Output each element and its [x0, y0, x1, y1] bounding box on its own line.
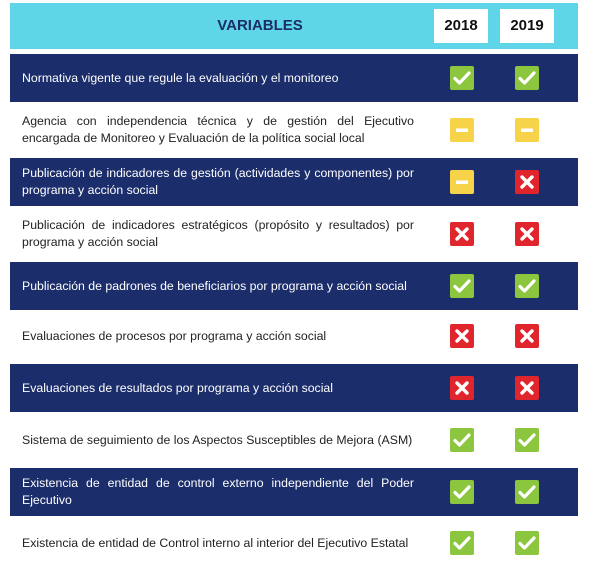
row-label: Existencia de entidad de control externo… — [22, 476, 414, 507]
row-label: Agencia con independencia técnica y de g… — [22, 114, 414, 145]
row: Publicación de padrones de beneficiarios… — [10, 262, 578, 310]
check-icon — [515, 480, 539, 504]
year: 2019 — [500, 9, 554, 43]
row-label: Publicación de indicadores de gestión (a… — [22, 166, 414, 197]
check-icon — [450, 428, 474, 452]
check-icon — [515, 531, 539, 555]
row-label: Existencia de entidad de Control interno… — [22, 535, 409, 550]
check-icon — [450, 274, 474, 298]
cross-icon — [450, 222, 474, 246]
partial-icon — [450, 170, 474, 194]
partial-icon — [515, 118, 539, 142]
cross-icon — [450, 324, 474, 348]
check-icon — [450, 480, 474, 504]
row: Sistema de seguimiento de los Aspectos S… — [10, 416, 578, 464]
cross-icon — [450, 376, 474, 400]
cross-icon — [515, 170, 539, 194]
cross-icon — [515, 376, 539, 400]
row: Publicación de indicadores de gestión (a… — [10, 158, 578, 206]
row-label: Evaluaciones de procesos por programa y … — [22, 328, 327, 343]
row: Existencia de entidad de control externo… — [10, 468, 578, 516]
row-label: Normativa vigente que regule la evaluaci… — [22, 70, 339, 85]
row-label: Evaluaciones de resultados por programa … — [22, 380, 334, 395]
row-label: Publicación de padrones de beneficiarios… — [22, 278, 407, 293]
check-icon — [450, 66, 474, 90]
row: Existencia de entidad de Control interno… — [10, 519, 578, 567]
check-icon — [450, 531, 474, 555]
row: Agencia con independencia técnica y de g… — [10, 106, 578, 154]
row: Evaluaciones de procesos por programa y … — [10, 312, 578, 360]
cross-icon — [515, 222, 539, 246]
header: VARIABLES 2018 2019 — [10, 3, 578, 49]
row-label: Publicación de indicadores estratégicos … — [22, 218, 414, 249]
row: Evaluaciones de resultados por programa … — [10, 364, 578, 412]
row: Publicación de indicadores estratégicos … — [10, 210, 578, 258]
cross-icon — [515, 324, 539, 348]
row-label: Sistema de seguimiento de los Aspectos S… — [22, 432, 413, 447]
check-icon — [515, 274, 539, 298]
year: 2018 — [434, 9, 488, 43]
partial-icon — [450, 118, 474, 142]
check-icon — [515, 428, 539, 452]
header-title: VARIABLES — [217, 17, 303, 34]
row: Normativa vigente que regule la evaluaci… — [10, 54, 578, 102]
check-icon — [515, 66, 539, 90]
